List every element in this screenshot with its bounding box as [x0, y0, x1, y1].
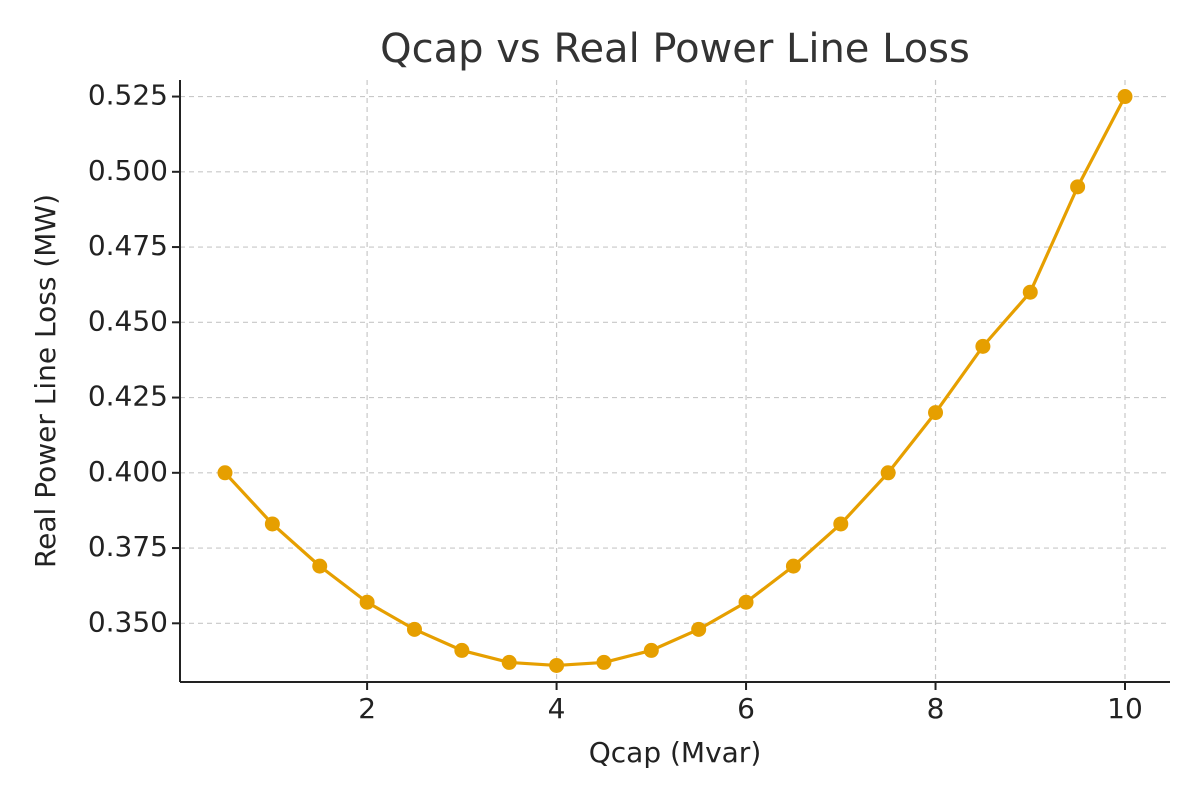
y-tick-label: 0.450 [88, 304, 168, 337]
grid-layer [180, 80, 1170, 682]
y-tick-label: 0.500 [88, 154, 168, 187]
series-line [223, 94, 1127, 668]
x-tick-label: 4 [548, 692, 566, 725]
y-tick-label: 0.400 [88, 455, 168, 488]
series-layer [217, 89, 1133, 673]
x-tick-label: 8 [927, 692, 945, 725]
x-tick-label: 2 [358, 692, 376, 725]
data-point [1070, 179, 1086, 195]
y-tick-label: 0.475 [88, 229, 168, 262]
y-tick-label: 0.375 [88, 530, 168, 563]
data-point [454, 642, 470, 658]
y-tick-label: 0.425 [88, 380, 168, 413]
x-axis-label: Qcap (Mvar) [589, 736, 762, 769]
data-point [880, 465, 896, 481]
y-axis-label: Real Power Line Loss (MW) [29, 194, 62, 568]
chart-title: Qcap vs Real Power Line Loss [380, 26, 970, 72]
data-point [359, 594, 375, 610]
data-point [1117, 89, 1133, 105]
data-point [406, 621, 422, 637]
data-point [501, 654, 517, 670]
data-point [596, 654, 612, 670]
axes-layer [179, 80, 1170, 683]
data-point [833, 516, 849, 532]
data-point [312, 558, 328, 574]
data-point [643, 642, 659, 658]
ticks-layer: 2 4 6 8 10 0.350 0.375 0.400 0.425 0.450 0.475 0.50… [88, 79, 1143, 725]
y-tick-label: 0.525 [88, 79, 168, 112]
data-point [217, 465, 233, 481]
x-tick-label: 6 [737, 692, 755, 725]
data-point [691, 621, 707, 637]
data-point [1022, 284, 1038, 300]
data-point [975, 338, 991, 354]
data-point [549, 657, 565, 673]
data-point [264, 516, 280, 532]
data-point [738, 594, 754, 610]
x-tick-label: 10 [1107, 692, 1143, 725]
data-point [785, 558, 801, 574]
data-point [928, 405, 944, 421]
y-tick-label: 0.350 [88, 605, 168, 638]
